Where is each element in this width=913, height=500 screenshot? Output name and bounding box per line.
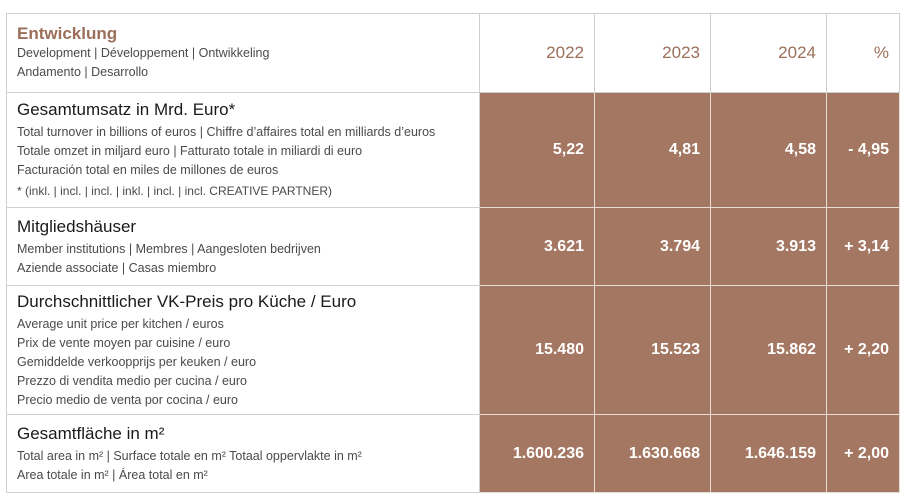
value-cell: 5,22 xyxy=(479,92,595,208)
year-header-2022: 2022 xyxy=(479,13,595,93)
row-translation: Member institutions | Membres | Aangeslo… xyxy=(17,241,321,256)
row-title: Mitgliedshäuser xyxy=(17,216,137,236)
value-cell: 3.621 xyxy=(479,207,595,286)
row-translation: Prix de vente moyen par cuisine / euro xyxy=(17,335,231,350)
row-translation: Facturación total en miles de millones d… xyxy=(17,163,279,177)
value-cell: 1.630.668 xyxy=(594,414,711,493)
value-cell: 4,81 xyxy=(594,92,711,208)
table-row: Gesamtfläche in m² Total area in m² | Su… xyxy=(6,414,900,493)
row-title: Durchschnittlicher VK-Preis pro Küche / … xyxy=(17,291,357,311)
header-row: Entwicklung Development | Développement … xyxy=(6,13,900,93)
percent-header: % xyxy=(826,13,900,93)
development-table: Entwicklung Development | Développement … xyxy=(6,13,900,493)
row-translation: Total area in m² | Surface totale en m² … xyxy=(17,448,362,463)
table-subtitle-line: Andamento | Desarrollo xyxy=(17,65,149,79)
row-translation: Average unit price per kitchen / euros xyxy=(17,316,224,331)
value-cell: 1.646.159 xyxy=(710,414,827,493)
row-title: Gesamtumsatz in Mrd. Euro* xyxy=(17,100,236,119)
value-cell: 3.794 xyxy=(594,207,711,286)
value-cell: 3.913 xyxy=(710,207,827,286)
row-label-cell: Gesamtfläche in m² Total area in m² | Su… xyxy=(6,414,480,493)
value-cell: 15.523 xyxy=(594,285,711,415)
year-header-2023: 2023 xyxy=(594,13,711,93)
row-label-cell: Gesamtumsatz in Mrd. Euro* Total turnove… xyxy=(6,92,480,208)
header-label-cell: Entwicklung Development | Développement … xyxy=(6,13,480,93)
table-title: Entwicklung xyxy=(17,24,118,43)
row-label-cell: Durchschnittlicher VK-Preis pro Küche / … xyxy=(6,285,480,415)
row-footnote: * (inkl. | incl. | incl. | inkl. | incl.… xyxy=(17,184,332,198)
percent-change-cell: - 4,95 xyxy=(826,92,900,208)
development-table-wrapper: Entwicklung Development | Développement … xyxy=(6,13,900,493)
percent-change-cell: + 3,14 xyxy=(826,207,900,286)
value-cell: 15.862 xyxy=(710,285,827,415)
row-translation: Gemiddelde verkoopprijs per keuken / eur… xyxy=(17,354,257,369)
table-row: Gesamtumsatz in Mrd. Euro* Total turnove… xyxy=(6,92,900,208)
percent-change-cell: + 2,00 xyxy=(826,414,900,493)
row-translation: Precio medio de venta por cocina / euro xyxy=(17,392,238,407)
value-cell: 4,58 xyxy=(710,92,827,208)
year-header-2024: 2024 xyxy=(710,13,827,93)
row-translation: Aziende associate | Casas miembro xyxy=(17,260,217,275)
row-translation: Prezzo di vendita medio per cucina / eur… xyxy=(17,373,247,388)
value-cell: 15.480 xyxy=(479,285,595,415)
value-cell: 1.600.236 xyxy=(479,414,595,493)
row-label-cell: Mitgliedshäuser Member institutions | Me… xyxy=(6,207,480,286)
table-row: Durchschnittlicher VK-Preis pro Küche / … xyxy=(6,285,900,415)
table-subtitle-line: Development | Développement | Ontwikkeli… xyxy=(17,46,270,60)
row-translation: Total turnover in billions of euros | Ch… xyxy=(17,125,436,139)
row-translation: Totale omzet in miljard euro | Fatturato… xyxy=(17,144,363,158)
percent-change-cell: + 2,20 xyxy=(826,285,900,415)
row-translation: Area totale in m² | Área total en m² xyxy=(17,467,208,482)
table-row: Mitgliedshäuser Member institutions | Me… xyxy=(6,207,900,286)
row-title: Gesamtfläche in m² xyxy=(17,423,165,443)
